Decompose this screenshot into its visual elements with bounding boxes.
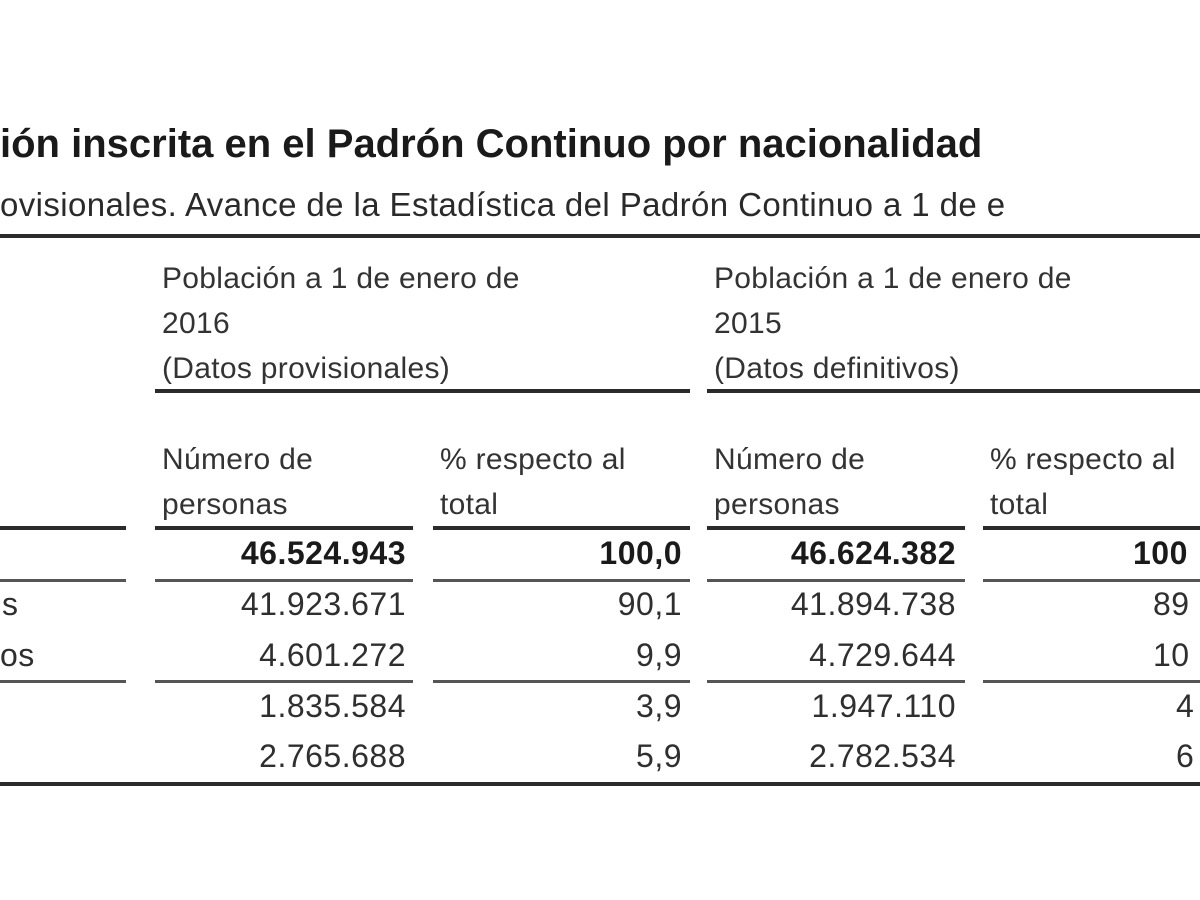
group-header-2016: Población a 1 de enero de 2016 (Datos pr… (162, 256, 520, 391)
group-header-year: 2015 (714, 307, 782, 340)
bottom-rule (0, 782, 1200, 786)
table-cell: 100,0 (599, 535, 682, 571)
table-cell: 41.894.738 (790, 586, 956, 622)
row-separator (983, 680, 1200, 683)
column-header-line: % respecto al (990, 443, 1176, 476)
group-header-year: 2016 (162, 307, 230, 340)
row-separator (433, 680, 690, 683)
table-cell: 6 (1176, 738, 1195, 774)
table-cell: 1.947.110 (811, 688, 956, 724)
column-header-line: personas (162, 488, 288, 521)
table-cell: 3,9 (636, 688, 682, 724)
row-separator (155, 579, 413, 582)
row-label: os (0, 637, 35, 673)
row-separator (707, 579, 965, 582)
table-subtitle: ovisionales. Avance de la Estadística de… (0, 186, 1006, 223)
table-cell: 4.601.272 (259, 637, 406, 673)
table-cell: 90,1 (617, 586, 682, 622)
table-cell: 46.524.943 (240, 535, 406, 571)
row-separator (0, 579, 126, 582)
column-header: Número de personas (162, 437, 313, 527)
column-rule (155, 526, 413, 530)
table-title: ión inscrita en el Padrón Continuo por n… (0, 122, 983, 166)
table-cell: 10 (1153, 637, 1190, 673)
group-rule (707, 389, 1200, 393)
table-cell: 4.729.644 (809, 637, 956, 673)
table-cell: 100 (1133, 535, 1188, 571)
column-header-line: total (990, 488, 1049, 521)
row-label: s (2, 586, 19, 622)
column-rule (983, 526, 1200, 530)
table-cell: 89 (1153, 586, 1190, 622)
column-rule (0, 526, 126, 530)
column-rule (433, 526, 690, 530)
row-separator (0, 680, 126, 683)
column-header-line: total (440, 488, 499, 521)
column-header-line: personas (714, 488, 840, 521)
column-header-line: Número de (714, 443, 866, 476)
column-header: % respecto al total (990, 437, 1176, 527)
group-rule (155, 389, 690, 393)
group-header-note: (Datos provisionales) (162, 352, 451, 385)
column-header: Número de personas (714, 437, 865, 527)
column-header-line: Número de (162, 443, 314, 476)
table-cell: 5,9 (636, 738, 682, 774)
column-header-line: % respecto al (440, 443, 626, 476)
table-cell: 9,9 (636, 637, 682, 673)
row-separator (983, 579, 1200, 582)
row-separator (707, 680, 965, 683)
group-header-line: Población a 1 de enero de (714, 262, 1072, 295)
row-separator (155, 680, 413, 683)
row-separator (433, 579, 690, 582)
table-cell: 2.765.688 (259, 738, 406, 774)
table-cell: 1.835.584 (259, 688, 406, 724)
column-rule (707, 526, 965, 530)
table-cell: 2.782.534 (809, 738, 956, 774)
group-header-note: (Datos definitivos) (714, 352, 960, 385)
top-rule (0, 234, 1200, 238)
group-header-2015: Población a 1 de enero de 2015 (Datos de… (714, 256, 1072, 391)
column-header: % respecto al total (440, 437, 626, 527)
table-cell: 4 (1176, 688, 1195, 724)
table-cell: 46.624.382 (790, 535, 956, 571)
group-header-line: Población a 1 de enero de (162, 262, 520, 295)
table-cell: 41.923.671 (240, 586, 406, 622)
